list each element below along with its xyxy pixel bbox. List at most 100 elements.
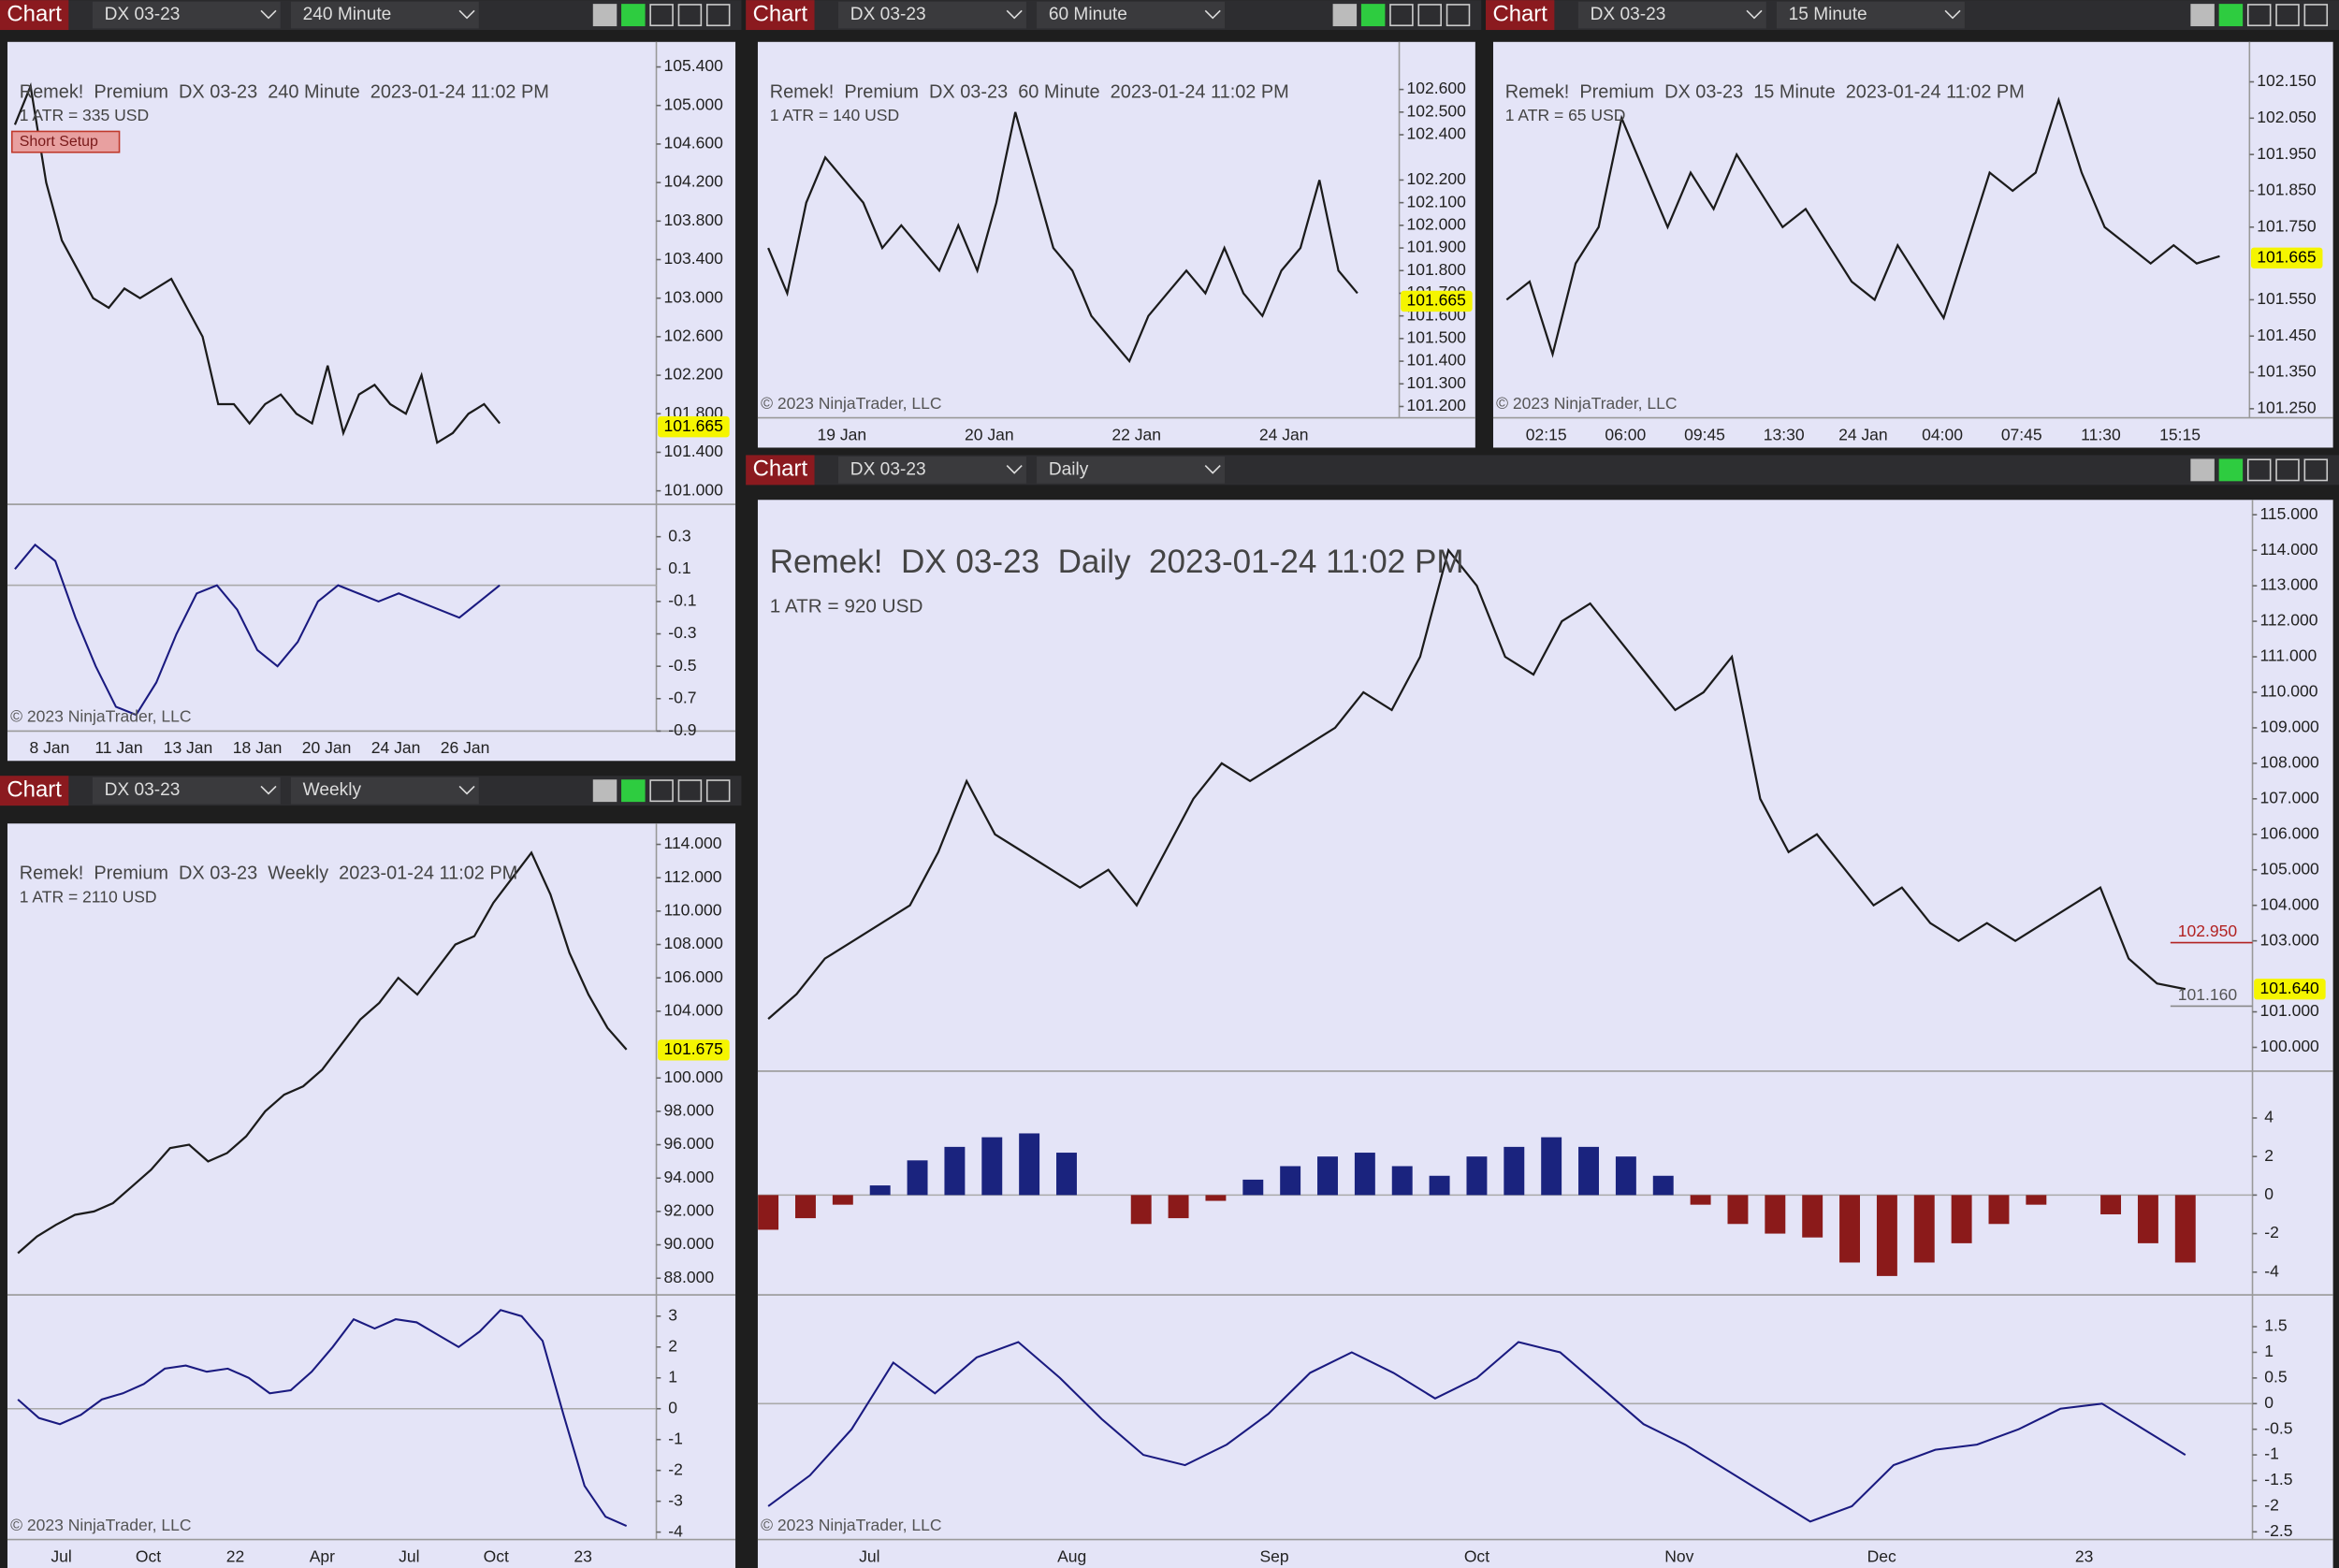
interval-dropdown[interactable]: [290, 1, 479, 29]
y-tick-label: 101.400: [664, 442, 724, 460]
y-tick-label: 98.000: [664, 1101, 715, 1120]
y-tick-label: 101.850: [2257, 181, 2317, 199]
y-tick-label: 102.050: [2257, 108, 2317, 126]
y-tick-label: 103.000: [664, 287, 724, 306]
chart-tab[interactable]: [1486, 0, 1555, 31]
oscillator-line: [14, 543, 501, 717]
chart-tab-label[interactable]: Chart: [753, 1, 808, 26]
window-button[interactable]: [1389, 4, 1414, 27]
date-label: 23: [574, 1546, 591, 1565]
window-button[interactable]: [621, 4, 646, 27]
window-button[interactable]: [2190, 4, 2215, 27]
interval-dropdown[interactable]: [1037, 457, 1225, 484]
window-button[interactable]: [2246, 4, 2272, 27]
chart-tab[interactable]: [746, 455, 815, 486]
chart-tab[interactable]: [0, 776, 69, 806]
histogram-bar: [2100, 1195, 2122, 1214]
y-tick-label: 101.800: [1407, 260, 1467, 279]
chart-tab[interactable]: [746, 0, 815, 31]
histogram-bar: [1913, 1195, 1935, 1263]
instrument-dropdown[interactable]: [92, 777, 281, 805]
last-price-marker: [658, 1039, 730, 1061]
window-button[interactable]: [1417, 4, 1442, 27]
y-tick-label: 101.000: [2259, 1001, 2319, 1020]
last-price-label: 101.640: [2259, 979, 2319, 997]
interval-label: 60 Minute: [1049, 5, 1127, 24]
y-tick-label: 1: [2264, 1342, 2274, 1360]
window-button[interactable]: [2190, 458, 2215, 482]
y-tick-label: 0.5: [2264, 1368, 2287, 1387]
window-button[interactable]: [592, 779, 617, 803]
date-label: Jul: [399, 1546, 419, 1565]
oscillator-line: [767, 1341, 2186, 1523]
window-button[interactable]: [1446, 4, 1471, 27]
chart-header: Remek! Premium DX 03-23 15 Minute 2023-0…: [1505, 81, 2025, 102]
instrument-label: DX 03-23: [850, 5, 926, 24]
window-button[interactable]: [592, 4, 617, 27]
date-label: 13 Jan: [164, 738, 213, 757]
y-tick-label: 0: [2264, 1393, 2274, 1412]
dropdown-arrow: [1944, 9, 1961, 20]
window-button[interactable]: [705, 779, 731, 803]
window-button[interactable]: [649, 4, 674, 27]
histogram-bar: [1727, 1195, 1749, 1225]
copyright: © 2023 NinjaTrader, LLC: [10, 1516, 191, 1534]
instrument-dropdown[interactable]: [92, 1, 281, 29]
histogram-bar: [1429, 1175, 1450, 1196]
interval-dropdown[interactable]: [1776, 1, 1965, 29]
window-button[interactable]: [1360, 4, 1386, 27]
y-tick-label: -0.5: [2264, 1418, 2292, 1437]
interval-label: 15 Minute: [1789, 5, 1867, 24]
chart-tab-label[interactable]: Chart: [753, 457, 808, 482]
chart-header: Remek! Premium DX 03-23 60 Minute 2023-0…: [770, 81, 1289, 102]
y-tick-label: -3: [668, 1490, 683, 1509]
window-button[interactable]: [677, 4, 703, 27]
last-price-label: 101.665: [664, 416, 723, 435]
window-button[interactable]: [621, 779, 646, 803]
date-label: 24 Jan: [1259, 425, 1309, 443]
window-button[interactable]: [2303, 458, 2329, 482]
y-tick-label: 2: [668, 1336, 677, 1355]
chart-tab-label[interactable]: Chart: [1492, 1, 1547, 26]
histogram-bar: [1876, 1195, 1897, 1276]
last-price-marker: [658, 416, 730, 438]
y-tick-label: -0.7: [668, 688, 696, 706]
y-tick-label: 100.000: [664, 1067, 724, 1086]
instrument-label: DX 03-23: [850, 459, 926, 479]
window-button[interactable]: [705, 4, 731, 27]
window-button[interactable]: [2218, 4, 2244, 27]
price-line: [13, 82, 501, 444]
instrument-dropdown[interactable]: [838, 1, 1026, 29]
window-button[interactable]: [2275, 458, 2300, 482]
window-button[interactable]: [677, 779, 703, 803]
window-button[interactable]: [2303, 4, 2329, 27]
window-button[interactable]: [649, 779, 674, 803]
y-tick-label: 0.3: [668, 526, 690, 544]
dropdown-arrow: [1006, 9, 1023, 20]
last-price-label: 101.665: [1407, 291, 1466, 310]
instrument-label: DX 03-23: [105, 5, 181, 24]
histogram-bar: [907, 1160, 928, 1196]
chart-tab[interactable]: [0, 0, 69, 31]
plot-background: [7, 823, 736, 1568]
window-button[interactable]: [2275, 4, 2300, 27]
chart-tab-label[interactable]: Chart: [7, 777, 62, 802]
interval-dropdown[interactable]: [290, 777, 479, 805]
y-tick-label: 110.000: [2259, 682, 2317, 701]
window-button[interactable]: [2218, 458, 2244, 482]
histogram-bar: [2026, 1195, 2047, 1205]
histogram-bar: [1466, 1156, 1488, 1196]
price-level-label: 101.160: [2178, 985, 2238, 1004]
y-tick-label: 106.000: [664, 967, 724, 986]
window-button[interactable]: [1332, 4, 1358, 27]
date-label: 26 Jan: [441, 738, 490, 757]
chart-tab-label[interactable]: Chart: [7, 1, 62, 26]
histogram-bar: [1168, 1195, 1189, 1219]
instrument-dropdown[interactable]: [838, 457, 1026, 484]
instrument-dropdown[interactable]: [1577, 1, 1766, 29]
window-button[interactable]: [2246, 458, 2272, 482]
y-tick-label: 110.000: [664, 901, 722, 920]
copyright: © 2023 NinjaTrader, LLC: [761, 394, 941, 413]
date-label: 02:15: [1526, 425, 1567, 443]
interval-dropdown[interactable]: [1037, 1, 1225, 29]
